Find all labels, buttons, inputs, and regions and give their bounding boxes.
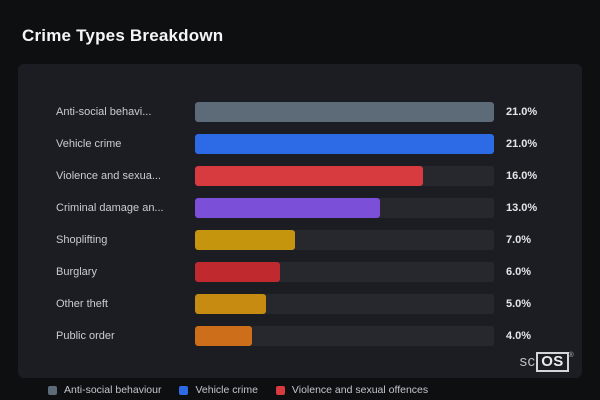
legend-label: Vehicle crime bbox=[195, 384, 258, 396]
bar-track bbox=[195, 230, 494, 250]
bar-fill[interactable] bbox=[195, 294, 267, 314]
bar-row: Burglary 6.0% bbox=[56, 256, 556, 288]
legend-label: Violence and sexual offences bbox=[291, 384, 429, 396]
value-label: 16.0% bbox=[506, 170, 538, 182]
bar-fill[interactable] bbox=[195, 230, 295, 250]
legend-swatch bbox=[275, 385, 285, 395]
bar-fill[interactable] bbox=[195, 166, 423, 186]
bar-fill[interactable] bbox=[195, 262, 281, 282]
legend-item[interactable]: Vehicle crime bbox=[179, 384, 258, 396]
value-label: 21.0% bbox=[506, 138, 538, 150]
bar-row: Vehicle crime 21.0% bbox=[56, 128, 556, 160]
bar-row: Other theft 5.0% bbox=[56, 288, 556, 320]
legend-item[interactable]: Violence and sexual offences bbox=[275, 384, 429, 396]
bar-track bbox=[195, 198, 494, 218]
bar-row: Violence and sexua... 16.0% bbox=[56, 160, 556, 192]
bar-track bbox=[195, 294, 494, 314]
value-label: 7.0% bbox=[506, 234, 532, 246]
bar-track bbox=[195, 134, 494, 154]
registered-mark: ® bbox=[568, 352, 574, 359]
bar-track bbox=[195, 326, 494, 346]
bar-track bbox=[195, 166, 494, 186]
category-label: Other theft bbox=[56, 298, 108, 310]
page-title: Crime Types Breakdown bbox=[22, 26, 224, 45]
chart-card: Anti-social behavi... 21.0% Vehicle crime 2… bbox=[18, 64, 582, 378]
category-label: Anti-social behavi... bbox=[56, 106, 152, 118]
bar-row: Public order 4.0% bbox=[56, 320, 556, 352]
bar-fill[interactable] bbox=[195, 326, 252, 346]
category-label: Vehicle crime bbox=[56, 138, 122, 150]
legend-item[interactable]: Anti-social behaviour bbox=[48, 384, 161, 396]
bar-rows: Anti-social behavi... 21.0% Vehicle crime 2… bbox=[56, 96, 556, 352]
bar-fill[interactable] bbox=[195, 102, 494, 122]
bar-row: Criminal damage an... 13.0% bbox=[56, 192, 556, 224]
brand-box: OS bbox=[536, 352, 569, 372]
value-label: 6.0% bbox=[506, 266, 532, 278]
bar-track bbox=[195, 102, 494, 122]
legend-swatch bbox=[179, 385, 189, 395]
brand-prefix: sc bbox=[519, 353, 536, 370]
bar-fill[interactable] bbox=[195, 198, 381, 218]
legend: Anti-social behaviour Vehicle crime Violen… bbox=[48, 384, 428, 396]
bar-row: Anti-social behavi... 21.0% bbox=[56, 96, 556, 128]
scos-logo: sc OS ® bbox=[520, 352, 574, 372]
legend-swatch bbox=[48, 385, 57, 395]
bar-row: Shoplifting 7.0% bbox=[56, 224, 556, 256]
category-label: Burglary bbox=[56, 266, 97, 278]
category-label: Shoplifting bbox=[56, 234, 108, 246]
value-label: 5.0% bbox=[506, 298, 532, 310]
value-label: 13.0% bbox=[506, 202, 538, 214]
category-label: Criminal damage an... bbox=[56, 202, 164, 214]
value-label: 21.0% bbox=[506, 106, 538, 118]
value-label: 4.0% bbox=[506, 330, 532, 342]
legend-label: Anti-social behaviour bbox=[64, 384, 162, 396]
category-label: Violence and sexua... bbox=[56, 170, 161, 182]
category-label: Public order bbox=[56, 330, 115, 342]
bar-track bbox=[195, 262, 494, 282]
bar-fill[interactable] bbox=[195, 134, 494, 154]
